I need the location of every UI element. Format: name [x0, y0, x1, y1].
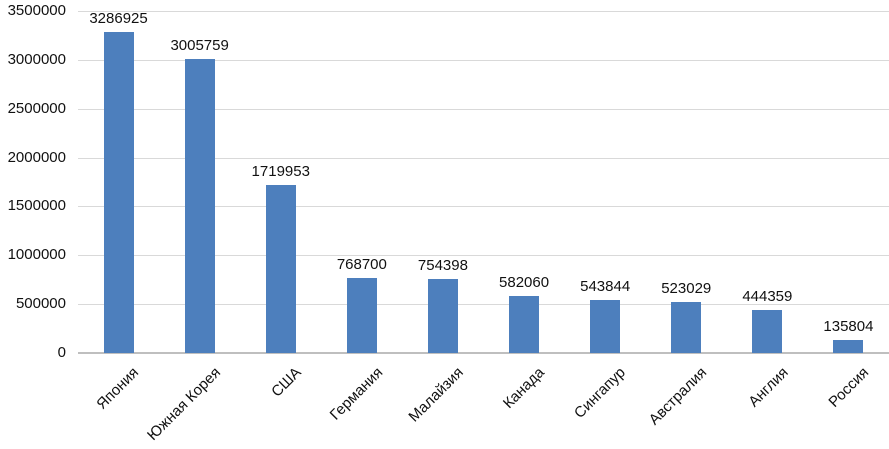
- y-tick-label: 3000000: [7, 50, 66, 68]
- bar: [427, 279, 458, 353]
- bar-value-label: 523029: [661, 279, 712, 297]
- y-tick-label: 2000000: [7, 148, 66, 166]
- x-category-label: США: [268, 364, 305, 401]
- bar-value-label: 582060: [499, 274, 550, 292]
- y-tick-label: 0: [57, 344, 66, 361]
- x-axis-line: [78, 352, 889, 354]
- y-tick-label: 500000: [15, 295, 66, 313]
- bar: [509, 296, 540, 353]
- y-tick-label: 3500000: [7, 2, 66, 19]
- y-gridline: [78, 206, 889, 208]
- bar-value-label: 754398: [417, 257, 468, 275]
- y-gridline: [78, 108, 889, 110]
- bar-value-label: 444359: [742, 287, 793, 305]
- x-category-label: Япония: [93, 364, 143, 413]
- bar-value-label: 768700: [336, 255, 387, 273]
- bar-value-label: 1719953: [251, 162, 310, 180]
- y-gridline: [78, 157, 889, 159]
- x-category-label: Канада: [500, 364, 549, 412]
- bar: [671, 301, 702, 353]
- x-category-label: Россия: [825, 364, 873, 411]
- bar-value-label: 3005759: [170, 37, 229, 55]
- x-category-label: Малайзия: [405, 364, 467, 426]
- y-gridline: [78, 11, 889, 12]
- bar: [590, 299, 621, 353]
- y-tick-label: 1000000: [7, 246, 66, 264]
- y-tick-label: 1500000: [7, 197, 66, 215]
- x-category-label: Австралия: [645, 364, 711, 429]
- bar: [265, 184, 296, 353]
- y-gridline: [78, 255, 889, 257]
- bar: [833, 339, 864, 353]
- x-category-label: Англия: [744, 364, 792, 411]
- bar-value-label: 543844: [580, 277, 631, 295]
- bar-value-label: 3286925: [89, 9, 148, 27]
- bar: [184, 59, 215, 353]
- x-category-label: Южная Корея: [143, 364, 224, 444]
- y-gridline: [78, 59, 889, 61]
- x-category-label: Сингапур: [571, 364, 630, 422]
- bar-value-label: 135804: [823, 317, 874, 335]
- y-gridline: [78, 304, 889, 306]
- bar: [346, 277, 377, 353]
- x-category-label: Германия: [326, 364, 386, 424]
- y-tick-label: 2500000: [7, 99, 66, 117]
- bar: [752, 309, 783, 353]
- bar: [103, 31, 134, 353]
